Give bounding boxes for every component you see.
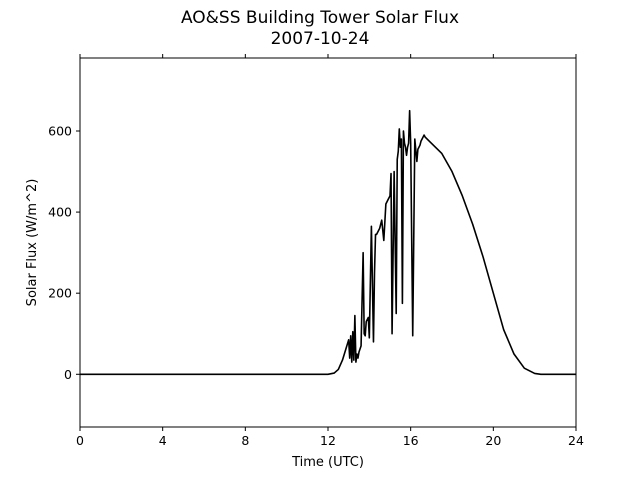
x-tick-label: 12	[320, 433, 336, 448]
y-tick-label: 200	[48, 286, 72, 301]
y-tick-label: 600	[48, 123, 72, 138]
plot-frame	[79, 57, 577, 428]
y-tick-label: 0	[64, 367, 72, 382]
chart-title: AO&SS Building Tower Solar Flux	[180, 8, 460, 28]
x-tick-label: 8	[241, 433, 249, 448]
x-tick-label: 0	[76, 433, 84, 448]
x-tick-label: 16	[403, 433, 419, 448]
x-tick-label: 20	[485, 433, 501, 448]
chart-subtitle: 2007-10-24	[270, 29, 370, 49]
y-tick-label: 400	[48, 205, 72, 220]
y-axis-label: Solar Flux (W/m^2)	[25, 179, 40, 307]
x-tick-label: 4	[159, 433, 167, 448]
x-axis-label: Time (UTC)	[291, 455, 364, 470]
y-axis-ticks: 0 200 400 600	[48, 123, 80, 382]
x-tick-label: 24	[568, 433, 584, 448]
x-axis-ticks: 0 4 8 12 16 20 24	[76, 54, 584, 448]
solar-flux-line	[80, 109, 576, 376]
